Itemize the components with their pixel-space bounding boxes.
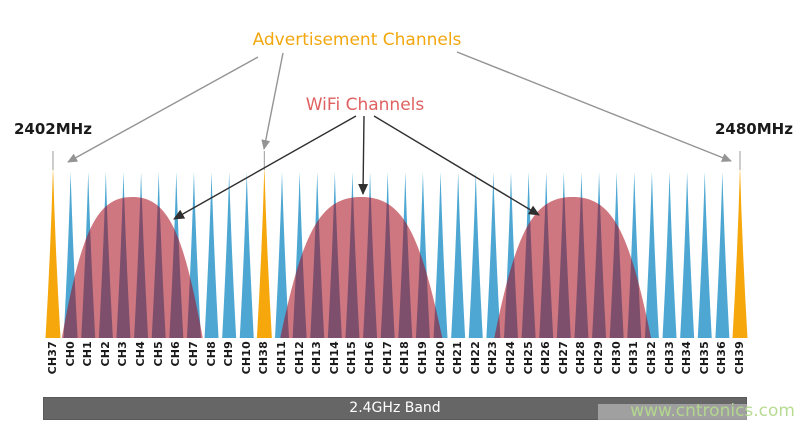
channel-label-CH37: CH37 — [46, 341, 59, 375]
watermark-backdrop — [598, 404, 747, 420]
advertising-carrier-ticks — [52, 151, 741, 170]
wifi-hump-2 — [280, 197, 443, 338]
channel-label-CH38: CH38 — [257, 341, 271, 375]
channel-label-CH3: CH3 — [116, 341, 130, 367]
data-channel-peak-CH10 — [239, 172, 254, 338]
band-bar-label: 2.4GHz Band — [349, 400, 441, 416]
channel-label-CH10: CH10 — [239, 341, 253, 375]
wifi-arrow-3 — [373, 115, 540, 216]
channel-label-CH8: CH8 — [204, 341, 218, 367]
wifi-arrow-2 — [358, 115, 369, 195]
freq-end-label: 2480MHz — [715, 120, 793, 138]
channel-label-CH13: CH13 — [310, 341, 324, 375]
data-channel-peak-CH11 — [274, 172, 289, 338]
channel-label-CH12: CH12 — [292, 341, 306, 375]
channel-label-CH0: CH0 — [63, 341, 77, 367]
channel-label-CH24: CH24 — [503, 341, 517, 375]
advertising-channel-peak-CH38 — [256, 166, 272, 338]
channel-label-CH25: CH25 — [521, 341, 535, 375]
channel-label-CH14: CH14 — [327, 341, 341, 375]
wifi-arrow-1 — [173, 115, 357, 220]
channel-label-CH34: CH34 — [680, 341, 694, 375]
channel-label-CH19: CH19 — [415, 341, 429, 375]
channel-label-CH31: CH31 — [627, 341, 641, 375]
annotation-arrows — [67, 51, 732, 220]
data-channel-peak-CH36 — [715, 172, 730, 338]
channel-label-CH1: CH1 — [81, 341, 95, 367]
channel-label-CH21: CH21 — [451, 341, 465, 375]
channel-label-CH6: CH6 — [169, 341, 183, 367]
data-channel-peak-CH35 — [697, 172, 712, 338]
channel-label-CH23: CH23 — [486, 341, 500, 375]
channel-label-CH36: CH36 — [715, 341, 729, 375]
advertisement-arrow-3 — [456, 51, 732, 162]
channel-label-CH16: CH16 — [363, 341, 377, 375]
band-bar: 2.4GHz Band — [43, 397, 747, 420]
data-channel-peak-CH23 — [486, 172, 501, 338]
channel-label-CH11: CH11 — [274, 341, 288, 375]
channel-label-CH18: CH18 — [398, 341, 412, 375]
channel-label-CH26: CH26 — [539, 341, 553, 375]
wifi-channels-label: WiFi Channels — [305, 95, 425, 115]
wifi-channel-humps — [61, 197, 652, 338]
channel-label-CH4: CH4 — [134, 341, 148, 367]
data-channel-peak-CH8 — [204, 172, 219, 338]
channel-label-CH29: CH29 — [592, 341, 606, 375]
channel-label-CH5: CH5 — [151, 341, 165, 367]
channel-label-CH28: CH28 — [574, 341, 588, 375]
channel-label-CH20: CH20 — [433, 341, 447, 375]
channel-label-CH17: CH17 — [380, 341, 394, 375]
channel-label-CH32: CH32 — [644, 341, 658, 375]
data-channel-peak-CH22 — [468, 172, 483, 338]
data-channel-peak-CH32 — [644, 172, 659, 338]
advertisement-channels-label: Advertisement Channels — [252, 30, 462, 50]
advertising-channel-peak-CH37 — [45, 166, 61, 338]
data-channel-peak-CH33 — [662, 172, 677, 338]
channel-label-CH33: CH33 — [662, 341, 676, 375]
data-channel-peak-CH34 — [680, 172, 695, 338]
channel-label-CH30: CH30 — [609, 341, 623, 375]
advertisement-arrow-1 — [67, 56, 259, 163]
freq-start-label: 2402MHz — [14, 120, 92, 138]
channel-label-CH35: CH35 — [697, 341, 711, 375]
channel-label-CH2: CH2 — [98, 341, 112, 367]
channel-label-CH27: CH27 — [556, 341, 570, 375]
advertisement-arrow-2 — [261, 52, 284, 150]
wifi-hump-1 — [61, 197, 203, 338]
channel-label-CH15: CH15 — [345, 341, 359, 375]
channel-label-CH39: CH39 — [732, 341, 746, 375]
wifi-hump-3 — [494, 197, 652, 338]
data-channel-peak-CH20 — [433, 172, 448, 338]
advertising-channel-peak-CH39 — [732, 166, 748, 338]
data-channel-peak-CH21 — [451, 172, 466, 338]
channel-label-CH22: CH22 — [468, 341, 482, 375]
watermark-text: www.cntronics.com — [630, 401, 795, 421]
channel-label-CH7: CH7 — [186, 341, 200, 367]
channel-label-CH9: CH9 — [222, 341, 236, 367]
data-channel-peak-CH9 — [222, 172, 237, 338]
